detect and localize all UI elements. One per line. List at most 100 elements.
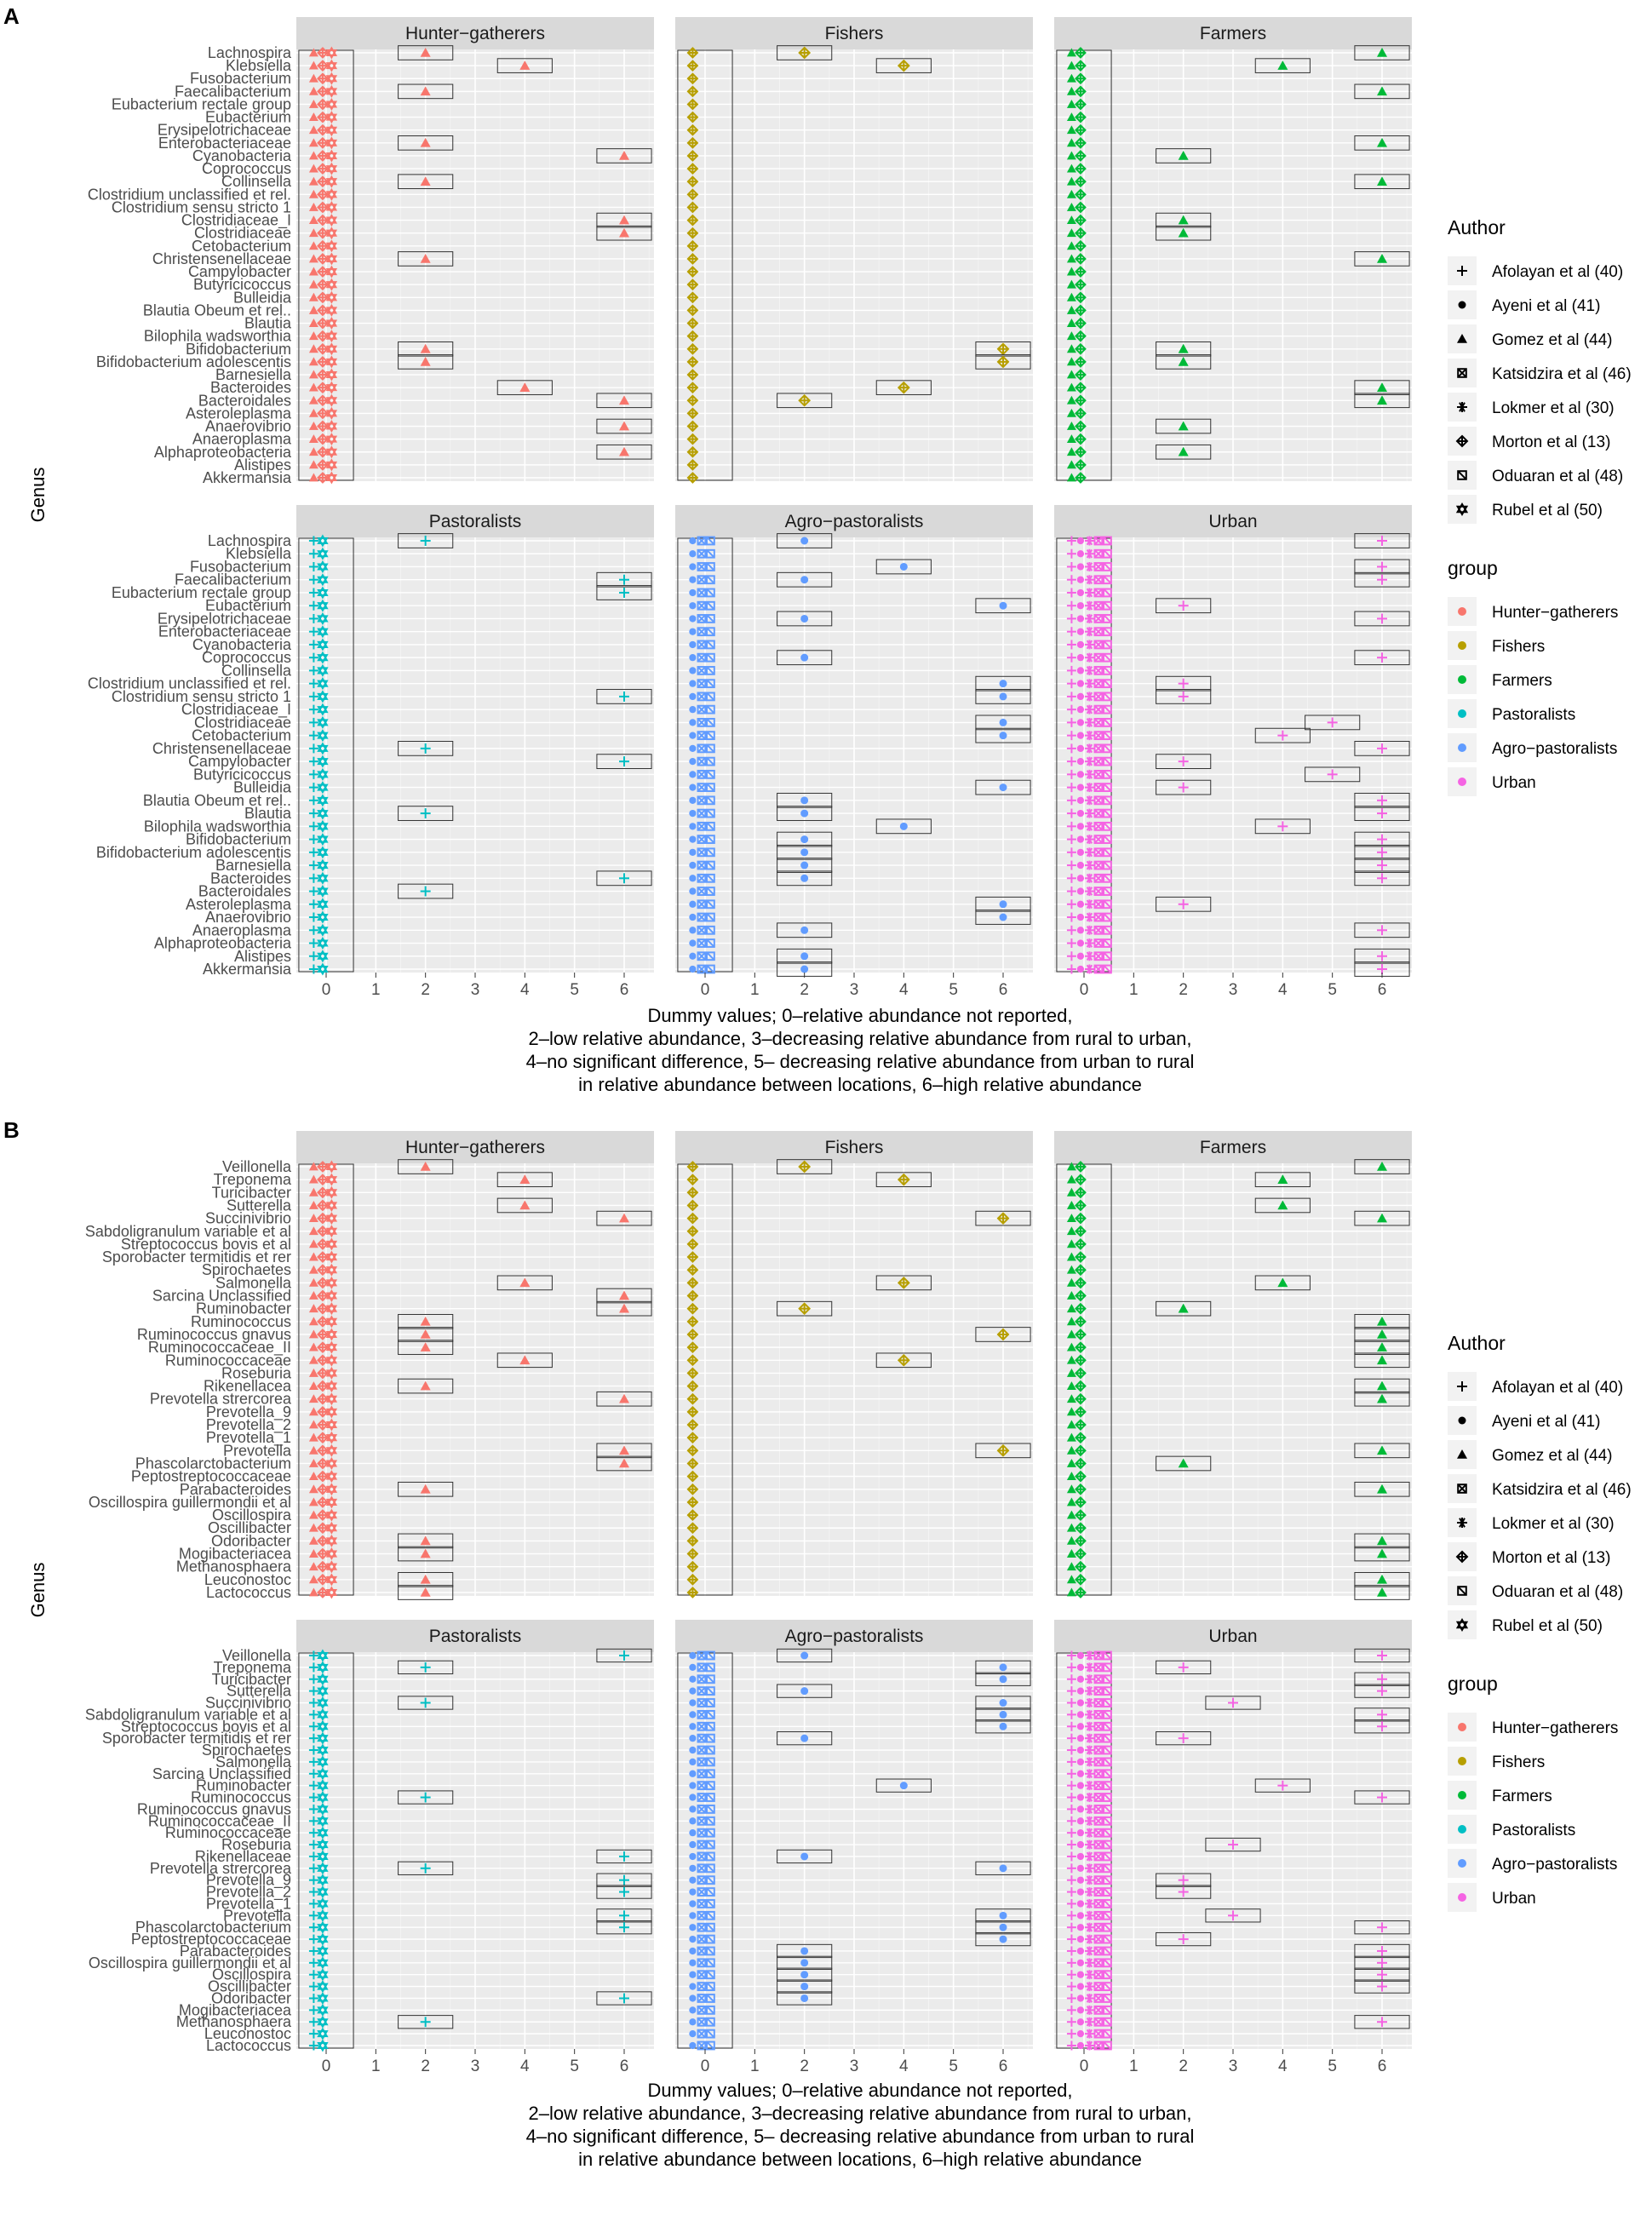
value-range-box	[1354, 1481, 1410, 1497]
data-point	[686, 1161, 699, 1173]
data-point	[1076, 965, 1085, 973]
data-point	[1084, 1958, 1094, 1968]
data-point	[1103, 1721, 1112, 1731]
data-point	[1093, 1709, 1104, 1719]
value-range-box	[875, 1778, 932, 1793]
data-point	[1075, 1367, 1087, 1380]
value-range-box	[398, 1572, 454, 1587]
data-point	[706, 2029, 715, 2039]
data-point	[308, 627, 318, 637]
data-point	[308, 1757, 318, 1767]
data-point	[1066, 1816, 1076, 1826]
data-point	[317, 806, 329, 820]
data-point	[1066, 652, 1076, 663]
data-point	[1103, 1816, 1112, 1826]
data-point	[1066, 964, 1076, 974]
data-point	[325, 1508, 338, 1522]
data-point	[1066, 1291, 1076, 1300]
data-point	[317, 342, 329, 355]
legend-group-label: Urban	[1492, 1890, 1536, 1908]
facet-strip	[296, 17, 654, 49]
data-point	[1103, 1781, 1112, 1791]
data-point	[1066, 202, 1076, 211]
data-point-high	[420, 1380, 431, 1391]
data-point-high	[1377, 1587, 1387, 1597]
data-point	[317, 1587, 329, 1598]
data-point	[1076, 1770, 1085, 1777]
data-point	[706, 1982, 715, 1992]
data-point	[317, 819, 329, 833]
genus-label: Ruminococcus gnavus	[137, 1800, 291, 1817]
data-point	[325, 265, 338, 278]
data-point	[325, 1263, 338, 1277]
data-point	[1066, 821, 1076, 831]
data-point	[1093, 548, 1104, 559]
data-point	[1076, 1935, 1085, 1943]
data-point	[706, 2040, 715, 2051]
data-point	[1066, 600, 1076, 611]
data-point	[1066, 1277, 1076, 1287]
data-point-high	[1377, 1342, 1387, 1352]
value-range-box	[1156, 675, 1212, 692]
data-point	[308, 847, 318, 858]
data-point	[317, 2003, 329, 2017]
data-point	[1075, 1289, 1087, 1302]
genus-label: Lactococcus	[206, 1584, 291, 1601]
value-range-box	[398, 533, 454, 548]
data-point	[1076, 1888, 1085, 1896]
data-point	[308, 73, 318, 83]
data-point	[1075, 420, 1087, 433]
data-point	[317, 1980, 329, 1994]
genus-label: Prevotella_1	[206, 1429, 291, 1447]
data-point	[317, 858, 329, 872]
genus-label: Roseburia	[221, 1364, 292, 1381]
data-point	[308, 112, 318, 122]
value-range-box	[777, 650, 833, 666]
data-point	[1093, 614, 1104, 623]
data-point-high	[420, 343, 431, 353]
data-point	[697, 1958, 707, 1968]
genus-label: Ruminococcus	[191, 1789, 291, 1806]
data-point	[308, 1497, 318, 1506]
data-point	[1093, 562, 1104, 571]
data-point	[325, 368, 338, 382]
data-point	[317, 1380, 329, 1392]
data-point	[1066, 1497, 1076, 1506]
genus-label: Blautia	[244, 315, 292, 332]
value-range-box	[596, 1908, 652, 1923]
data-point	[1093, 1922, 1104, 1932]
data-point	[706, 1875, 715, 1885]
data-point	[1066, 769, 1076, 779]
data-point-high	[619, 1886, 629, 1897]
data-point-high	[999, 1699, 1007, 1707]
data-point-high	[619, 1922, 629, 1933]
data-point	[317, 369, 329, 381]
data-point	[1076, 1663, 1085, 1672]
facet-title: Pastoralists	[429, 1627, 522, 1646]
data-point	[1103, 614, 1112, 623]
data-point	[317, 1509, 329, 1522]
data-point	[308, 1304, 318, 1313]
data-point	[1075, 1483, 1087, 1495]
data-point	[706, 1863, 715, 1874]
data-point	[317, 1547, 329, 1560]
legend-color-swatch	[1458, 1825, 1466, 1834]
x-axis-title-line: Dummy values; 0–relative abundance not r…	[648, 1005, 1073, 1026]
value-range-box	[1305, 715, 1361, 731]
facet-title: Urban	[1208, 512, 1257, 531]
legend-group-label: Pastoralists	[1492, 706, 1575, 724]
value-range-box	[1354, 1533, 1410, 1549]
data-point	[325, 149, 338, 163]
data-point	[1103, 575, 1112, 585]
data-point	[1093, 2040, 1104, 2051]
data-point-high	[1377, 834, 1387, 845]
data-point	[697, 1934, 707, 1944]
value-range-box	[1354, 1719, 1410, 1734]
data-point-high	[1377, 1329, 1387, 1339]
data-point	[325, 290, 338, 304]
data-point	[686, 123, 699, 136]
value-range-box	[1354, 571, 1410, 588]
data-point	[1066, 1445, 1076, 1455]
value-range-box	[975, 1672, 1031, 1686]
data-point-high	[1228, 1839, 1238, 1851]
